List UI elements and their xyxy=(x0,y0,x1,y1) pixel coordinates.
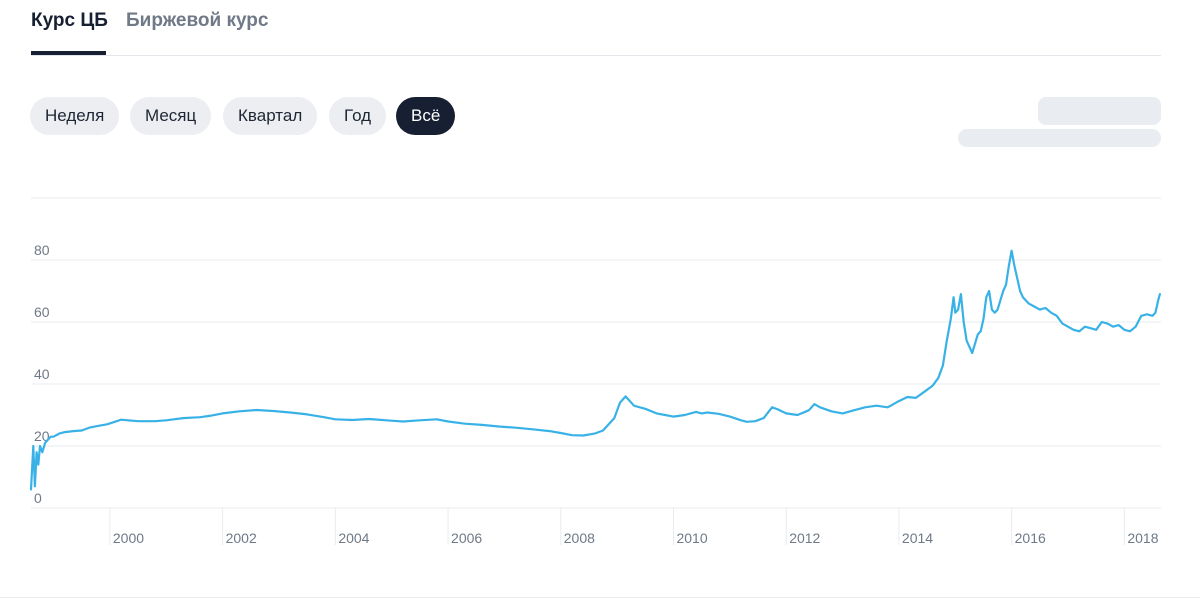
y-tick-label: 40 xyxy=(34,366,50,382)
x-tick-label: 2018 xyxy=(1127,530,1158,546)
axis-ticks: 0 20 40 60 80 2000 2002 2004 2006 2008 2010 2012 201… xyxy=(34,242,1159,546)
y-tick-label: 80 xyxy=(34,242,50,258)
series-layer xyxy=(29,249,1161,491)
x-tick-label: 2012 xyxy=(789,530,820,546)
rate-chart: 0 20 40 60 80 2000 2002 2004 2006 2008 2010 2012 201… xyxy=(29,197,1161,546)
x-tick-label: 2010 xyxy=(676,530,707,546)
x-tick-label: 2016 xyxy=(1015,530,1046,546)
period-year-button[interactable]: Год xyxy=(329,97,387,135)
x-tick-label: 2008 xyxy=(564,530,595,546)
x-tick-label: 2000 xyxy=(113,530,144,546)
value-placeholder xyxy=(1038,97,1161,125)
y-tick-label: 60 xyxy=(34,304,50,320)
bottom-divider xyxy=(0,597,1200,598)
series-line xyxy=(29,249,1161,491)
period-all-button[interactable]: Всё xyxy=(396,97,456,135)
grid-lines xyxy=(31,197,1161,545)
x-tick-label: 2006 xyxy=(451,530,482,546)
period-week-button[interactable]: Неделя xyxy=(30,97,120,135)
x-tick-label: 2004 xyxy=(338,530,369,546)
y-tick-label: 0 xyxy=(34,490,42,506)
date-placeholder xyxy=(958,129,1161,147)
active-tab-underline xyxy=(31,51,106,55)
rate-source-tabs: Курс ЦБ Биржевой курс xyxy=(31,0,1161,56)
tab-cb-rate[interactable]: Курс ЦБ xyxy=(31,10,108,31)
tab-exchange-rate[interactable]: Биржевой курс xyxy=(126,10,269,31)
x-tick-label: 2014 xyxy=(902,530,933,546)
period-month-button[interactable]: Месяц xyxy=(130,97,212,135)
y-tick-label: 20 xyxy=(34,428,50,444)
x-tick-label: 2002 xyxy=(226,530,257,546)
period-quarter-button[interactable]: Квартал xyxy=(223,97,318,135)
